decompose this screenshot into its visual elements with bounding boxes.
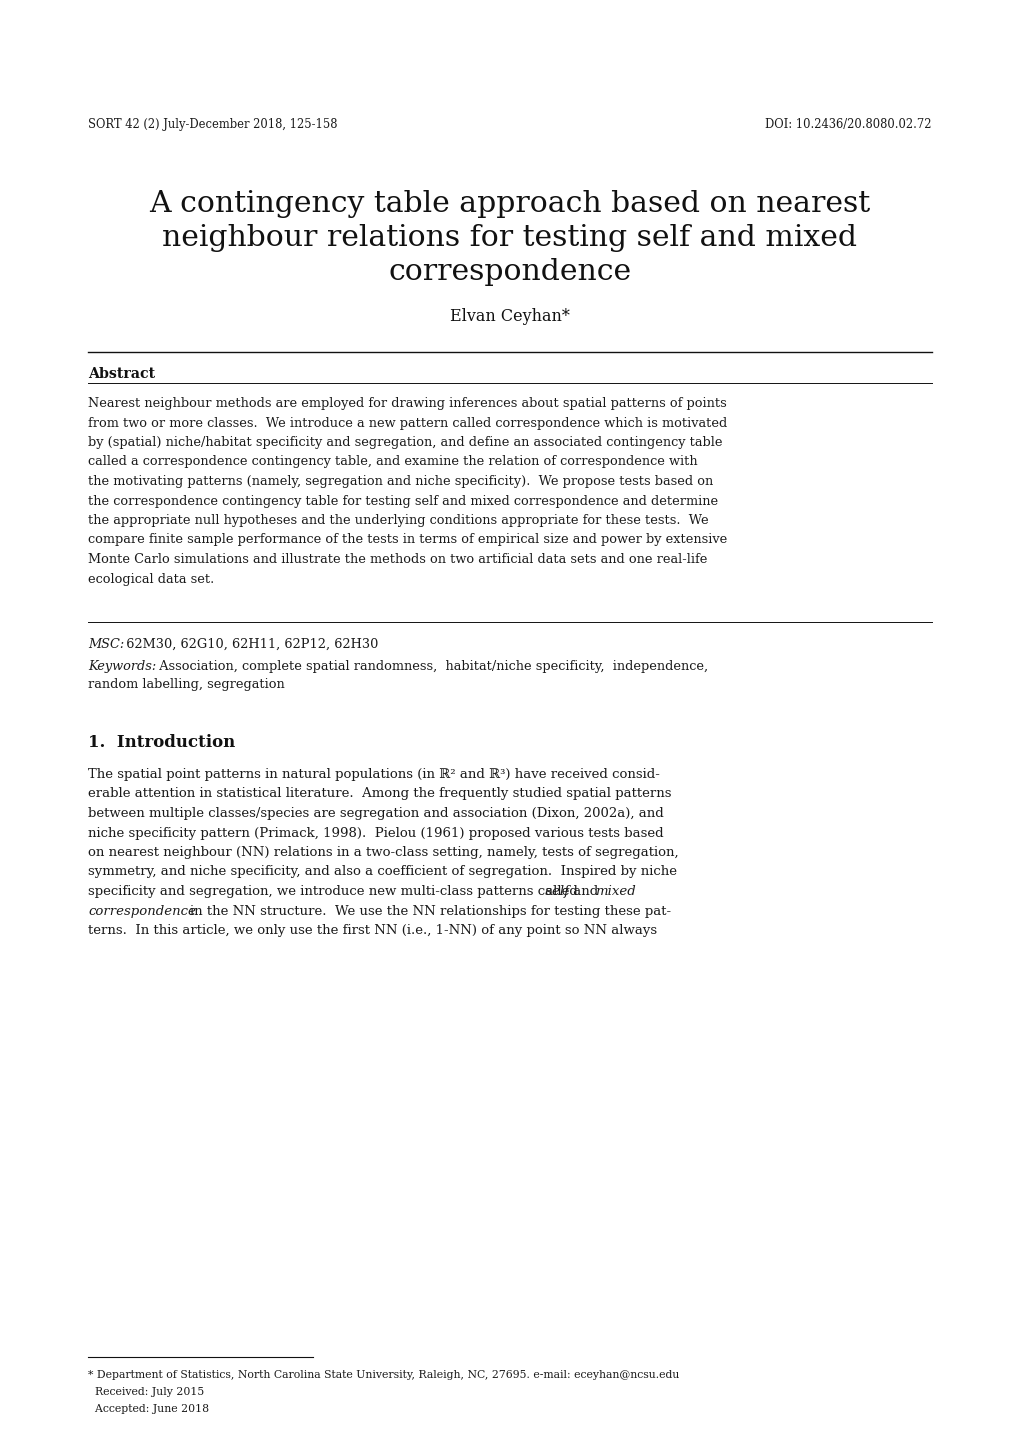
- Text: erable attention in statistical literature.  Among the frequently studied spatia: erable attention in statistical literatu…: [88, 788, 671, 801]
- Text: A contingency table approach based on nearest: A contingency table approach based on ne…: [150, 190, 869, 218]
- Text: terns.  In this article, we only use the first NN (i.e., 1-NN) of any point so N: terns. In this article, we only use the …: [88, 924, 656, 937]
- Text: from two or more classes.  We introduce a new pattern called correspondence whic: from two or more classes. We introduce a…: [88, 417, 727, 430]
- Text: The spatial point patterns in natural populations (in ℝ² and ℝ³) have received c: The spatial point patterns in natural po…: [88, 768, 659, 781]
- Text: compare finite sample performance of the tests in terms of empirical size and po: compare finite sample performance of the…: [88, 534, 727, 547]
- Text: neighbour relations for testing self and mixed: neighbour relations for testing self and…: [162, 224, 857, 253]
- Text: 62M30, 62G10, 62H11, 62P12, 62H30: 62M30, 62G10, 62H11, 62P12, 62H30: [118, 638, 378, 651]
- Text: correspondence: correspondence: [388, 258, 631, 286]
- Text: correspondence: correspondence: [88, 905, 196, 918]
- Text: random labelling, segregation: random labelling, segregation: [88, 678, 284, 691]
- Text: self: self: [540, 885, 569, 898]
- Text: between multiple classes/species are segregation and association (Dixon, 2002a),: between multiple classes/species are seg…: [88, 807, 663, 820]
- Text: Abstract: Abstract: [88, 367, 155, 381]
- Text: and: and: [569, 885, 602, 898]
- Text: by (spatial) niche/habitat specificity and segregation, and define an associated: by (spatial) niche/habitat specificity a…: [88, 436, 721, 449]
- Text: called a correspondence contingency table, and examine the relation of correspon: called a correspondence contingency tabl…: [88, 456, 697, 469]
- Text: niche specificity pattern (Primack, 1998).  Pielou (1961) proposed various tests: niche specificity pattern (Primack, 1998…: [88, 827, 663, 840]
- Text: symmetry, and niche specificity, and also a coefficient of segregation.  Inspire: symmetry, and niche specificity, and als…: [88, 866, 677, 879]
- Text: Received: July 2015: Received: July 2015: [88, 1387, 204, 1397]
- Text: Monte Carlo simulations and illustrate the methods on two artificial data sets a: Monte Carlo simulations and illustrate t…: [88, 553, 707, 566]
- Text: Keywords:: Keywords:: [88, 659, 156, 672]
- Text: in the NN structure.  We use the NN relationships for testing these pat-: in the NN structure. We use the NN relat…: [190, 905, 671, 918]
- Text: Elvan Ceyhan*: Elvan Ceyhan*: [449, 307, 570, 325]
- Text: SORT 42 (2) July-December 2018, 125-158: SORT 42 (2) July-December 2018, 125-158: [88, 118, 337, 131]
- Text: the correspondence contingency table for testing self and mixed correspondence a: the correspondence contingency table for…: [88, 495, 717, 508]
- Text: on nearest neighbour (NN) relations in a two-class setting, namely, tests of seg: on nearest neighbour (NN) relations in a…: [88, 846, 678, 859]
- Text: Nearest neighbour methods are employed for drawing inferences about spatial patt: Nearest neighbour methods are employed f…: [88, 397, 727, 410]
- Text: * Department of Statistics, North Carolina State University, Raleigh, NC, 27695.: * Department of Statistics, North Caroli…: [88, 1369, 679, 1380]
- Text: ecological data set.: ecological data set.: [88, 573, 214, 586]
- Text: DOI: 10.2436/20.8080.02.72: DOI: 10.2436/20.8080.02.72: [764, 118, 931, 131]
- Text: Accepted: June 2018: Accepted: June 2018: [88, 1404, 209, 1414]
- Text: the motivating patterns (namely, segregation and niche specificity).  We propose: the motivating patterns (namely, segrega…: [88, 475, 712, 488]
- Text: the appropriate null hypotheses and the underlying conditions appropriate for th: the appropriate null hypotheses and the …: [88, 514, 708, 527]
- Text: specificity and segregation, we introduce new multi-class patterns called: specificity and segregation, we introduc…: [88, 885, 578, 898]
- Text: MSC:: MSC:: [88, 638, 124, 651]
- Text: 1.  Introduction: 1. Introduction: [88, 734, 235, 750]
- Text: mixed: mixed: [594, 885, 635, 898]
- Text: Association, complete spatial randomness,  habitat/niche specificity,  independe: Association, complete spatial randomness…: [151, 659, 707, 672]
